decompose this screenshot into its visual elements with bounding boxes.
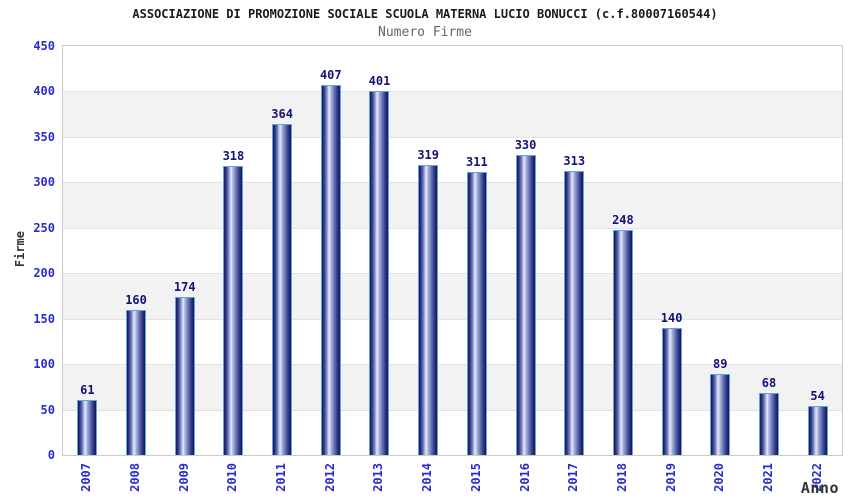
x-axis-title: Anno (800, 479, 839, 497)
x-tick-2010: 2010 (225, 463, 240, 492)
x-tick-2018: 2018 (614, 463, 629, 492)
x-tick-2014: 2014 (420, 463, 435, 492)
bar-value-label: 174 (173, 280, 196, 294)
y-tick-350: 350 (33, 129, 55, 144)
x-tick-2011: 2011 (274, 463, 289, 492)
bar-2008 (126, 310, 147, 455)
x-tick-2009: 2009 (176, 463, 191, 492)
x-tick-2021: 2021 (760, 463, 775, 492)
chart-subtitle: Numero Firme (378, 25, 472, 40)
grid-band (63, 227, 842, 274)
grid-band (63, 182, 842, 228)
bar-value-label: 68 (761, 376, 777, 390)
y-tick-400: 400 (33, 84, 55, 99)
bar-2021 (758, 393, 779, 455)
bar-2016 (515, 155, 536, 455)
bar-value-label: 54 (810, 389, 825, 403)
bar-value-label: 160 (125, 293, 147, 307)
bar-2019 (661, 328, 682, 455)
chart-title: ASSOCIAZIONE DI PROMOZIONE SOCIALE SCUOL… (132, 7, 718, 21)
x-tick-2020: 2020 (712, 463, 727, 492)
bar-2012 (320, 85, 341, 455)
y-tick-100: 100 (33, 357, 55, 372)
x-tick-2012: 2012 (322, 463, 337, 492)
bar-value-label: 248 (612, 213, 634, 227)
bar-2018 (612, 230, 633, 455)
x-tick-2017: 2017 (566, 463, 581, 492)
x-tick-2007: 2007 (79, 463, 94, 492)
bar-2017 (564, 171, 585, 455)
bar-value-label: 401 (368, 74, 391, 88)
bar-2007 (77, 400, 98, 455)
bar-value-label: 364 (271, 107, 293, 121)
bar-2009 (174, 297, 195, 455)
grid-band (63, 46, 842, 92)
bar-value-label: 330 (514, 138, 537, 152)
bar-value-label: 311 (466, 155, 488, 169)
x-tick-2015: 2015 (468, 463, 483, 492)
x-tick-2013: 2013 (371, 463, 386, 492)
y-tick-150: 150 (33, 311, 55, 326)
y-tick-450: 450 (33, 39, 55, 53)
y-tick-250: 250 (33, 220, 55, 235)
bar-value-label: 61 (80, 383, 95, 397)
y-tick-300: 300 (33, 175, 55, 190)
grid-band (63, 91, 842, 137)
bar-2014 (418, 165, 439, 455)
bar-2020 (710, 374, 731, 455)
bar-2010 (223, 166, 244, 455)
bar-2011 (272, 124, 293, 455)
x-tick-2019: 2019 (663, 463, 678, 492)
bar-value-label: 407 (319, 68, 342, 82)
bar-2022 (807, 406, 828, 455)
bar-value-label: 140 (660, 311, 683, 325)
bar-value-label: 319 (417, 148, 439, 162)
bar-2013 (369, 91, 390, 455)
bar-value-label: 89 (713, 357, 728, 371)
bar-2015 (466, 172, 487, 455)
x-tick-2016: 2016 (517, 463, 532, 492)
grid-band (63, 136, 842, 183)
y-tick-0: 0 (47, 448, 55, 462)
plot-area: 61 160 174 318 364 407 401 319 311 330 313 248 140 89… (62, 45, 843, 456)
bar-value-label: 318 (222, 149, 245, 163)
x-tick-2008: 2008 (128, 463, 143, 492)
y-tick-50: 50 (40, 402, 55, 417)
y-tick-200: 200 (33, 266, 55, 281)
bar-value-label: 313 (563, 154, 586, 168)
y-axis-title: Firme (13, 231, 27, 268)
